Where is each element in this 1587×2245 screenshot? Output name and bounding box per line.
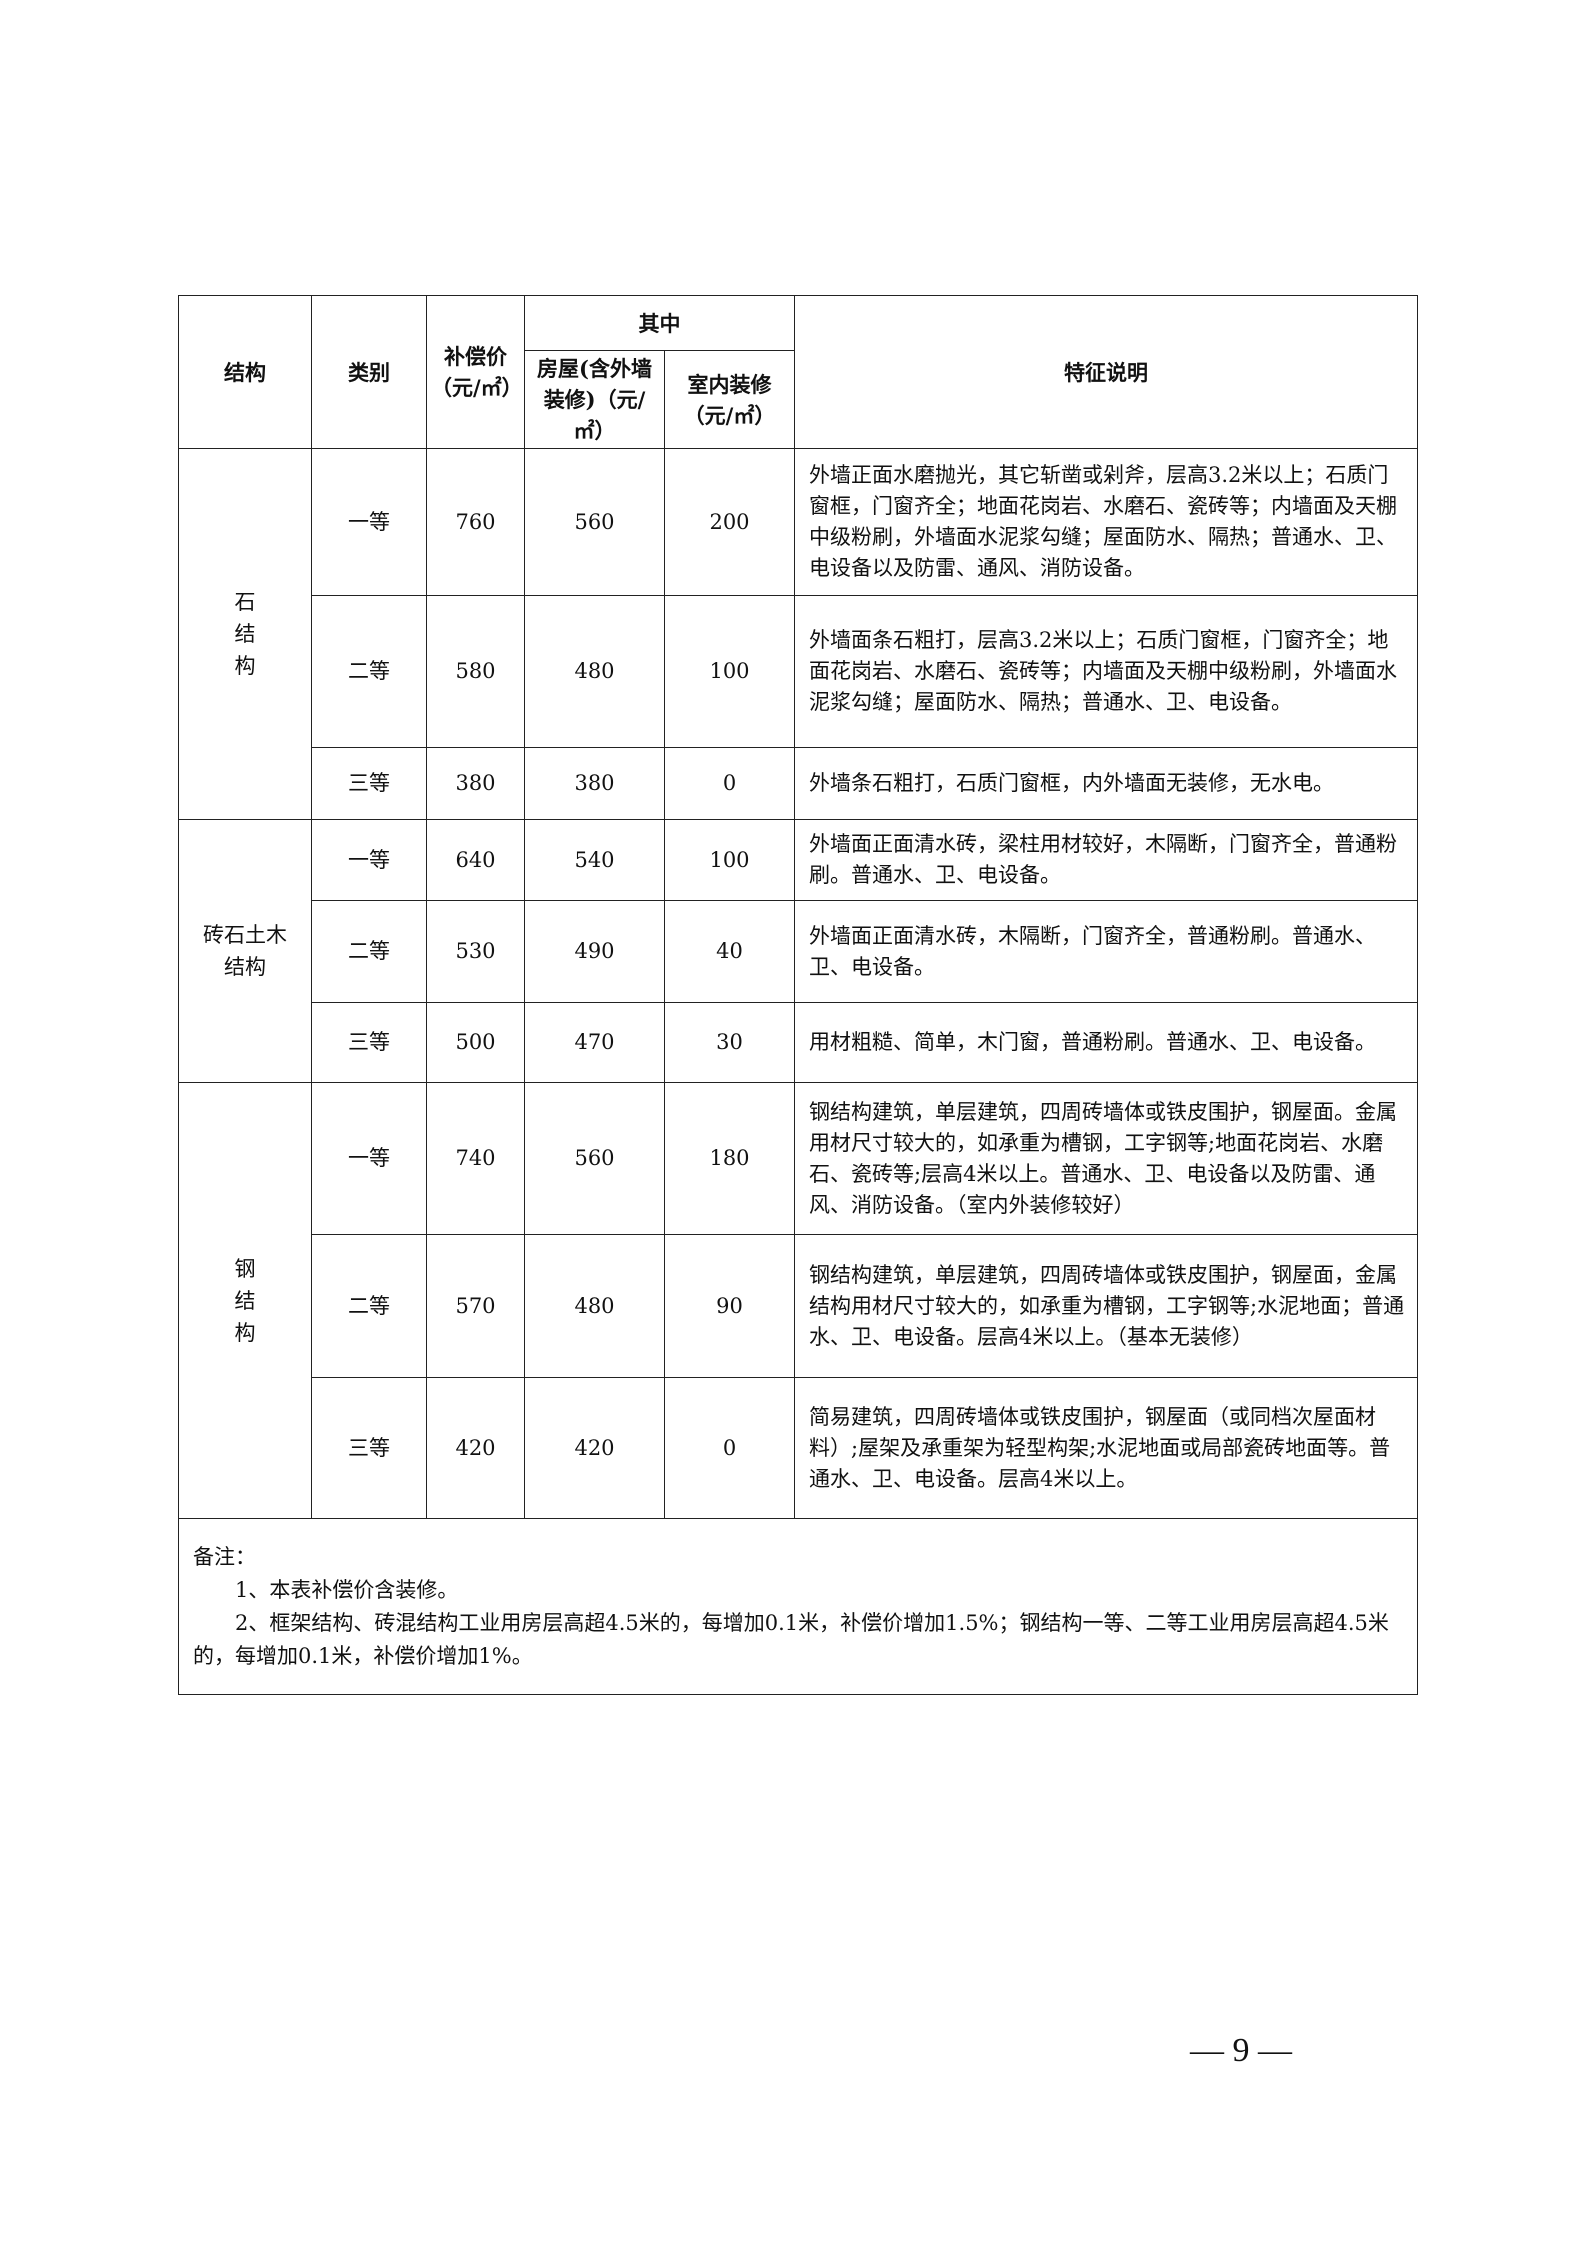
- price-cell: 640: [426, 819, 525, 901]
- interior-cell: 0: [664, 1377, 795, 1519]
- description-cell: 外墙面正面清水砖，梁柱用材较好，木隔断，门窗齐全，普通粉刷。普通水、卫、电设备。: [794, 819, 1418, 901]
- interior-cell: 180: [664, 1082, 795, 1235]
- interior-cell: 100: [664, 819, 795, 901]
- price-cell: 380: [426, 747, 525, 820]
- grade-cell: 一等: [311, 819, 427, 901]
- description-cell: 钢结构建筑，单层建筑，四周砖墙体或铁皮围护，钢屋面。金属用材尺寸较大的，如承重为…: [794, 1082, 1418, 1235]
- interior-cell: 30: [664, 1002, 795, 1083]
- price-cell: 760: [426, 448, 525, 596]
- price-cell: 500: [426, 1002, 525, 1083]
- page-number: — 9 —: [1190, 2032, 1292, 2069]
- table-row: 三等 500 470 30 用材粗糙、简单，木门窗，普通粉刷。普通水、卫、电设备。: [179, 1002, 1418, 1083]
- interior-cell: 0: [664, 747, 795, 820]
- house-cell: 490: [524, 900, 665, 1003]
- house-cell: 480: [524, 595, 665, 748]
- description-cell: 外墙面条石粗打，层高3.2米以上；石质门窗框，门窗齐全；地面花岗岩、水磨石、瓷砖…: [794, 595, 1418, 748]
- interior-cell: 90: [664, 1234, 795, 1378]
- notes-title: 备注：: [193, 1544, 256, 1569]
- header-category: 类别: [311, 295, 427, 449]
- table-row: 钢 结 构一等 740 560 180 钢结构建筑，单层建筑，四周砖墙体或铁皮围护，钢屋…: [178, 1082, 1418, 1519]
- header-compensation: 补偿价（元/㎡）: [426, 295, 525, 449]
- structure-cell: 砖石土木 结构: [178, 819, 312, 1083]
- description-cell: 简易建筑，四周砖墙体或铁皮围护，钢屋面（或同档次屋面材料）;屋架及承重架为轻型构…: [794, 1377, 1418, 1519]
- interior-cell: 100: [664, 595, 795, 748]
- header-structure: 结构: [178, 295, 312, 449]
- description-cell: 钢结构建筑，单层建筑，四周砖墙体或铁皮围护，钢屋面，金属结构用材尺寸较大的，如承…: [794, 1234, 1418, 1378]
- grade-cell: 一等: [311, 1082, 427, 1235]
- grade-cell: 三等: [311, 1002, 427, 1083]
- price-cell: 580: [426, 595, 525, 748]
- note-item: 2、框架结构、砖混结构工业用房层高超4.5米的，每增加0.1米，补偿价增加1.5…: [193, 1610, 1389, 1668]
- interior-cell: 40: [664, 900, 795, 1003]
- house-cell: 480: [524, 1234, 665, 1378]
- grade-cell: 三等: [311, 747, 427, 820]
- price-cell: 530: [426, 900, 525, 1003]
- table-row: 三等 380 380 0 外墙条石粗打，石质门窗框，内外墙面无装修，无水电。: [179, 747, 1418, 820]
- price-cell: 570: [426, 1234, 525, 1378]
- description-cell: 外墙面正面清水砖，木隔断，门窗齐全，普通粉刷。普通水、卫、电设备。: [794, 900, 1418, 1003]
- grade-cell: 二等: [311, 595, 427, 748]
- table-row: 石 结 构一等 760 560 200 外墙正面水磨抛光，其它斩凿或剁斧，层高3.2米以…: [178, 448, 1418, 820]
- header-house: 房屋(含外墙装修)（元/㎡）: [524, 350, 665, 449]
- structure-cell: 石 结 构: [178, 448, 312, 820]
- description-cell: 用材粗糙、简单，木门窗，普通粉刷。普通水、卫、电设备。: [794, 1002, 1418, 1083]
- table-row: 二等 570 480 90 钢结构建筑，单层建筑，四周砖墙体或铁皮围护，钢屋面，金属结构…: [179, 1234, 1418, 1378]
- table-row: 砖石土木 结构 一等 640 540 100 外墙面正面清水砖，梁柱用材较好，木隔断，门窗…: [178, 819, 1418, 1083]
- house-cell: 560: [524, 448, 665, 596]
- table-row: 二等 530 490 40 外墙面正面清水砖，木隔断，门窗齐全，普通粉刷。普通水、卫、电…: [179, 900, 1418, 1003]
- grade-cell: 一等: [311, 448, 427, 596]
- house-cell: 380: [524, 747, 665, 820]
- header-of-which: 其中: [524, 295, 795, 351]
- grade-cell: 三等: [311, 1377, 427, 1519]
- table-row: 二等 580 480 100 外墙面条石粗打，层高3.2米以上；石质门窗框，门窗齐全；地…: [179, 595, 1418, 748]
- table-row: 三等 420 420 0 简易建筑，四周砖墙体或铁皮围护，钢屋面（或同档次屋面材料）;屋…: [179, 1377, 1418, 1519]
- structure-cell: 钢 结 构: [178, 1082, 312, 1519]
- house-cell: 470: [524, 1002, 665, 1083]
- description-cell: 外墙条石粗打，石质门窗框，内外墙面无装修，无水电。: [794, 747, 1418, 820]
- header-interior: 室内装修（元/㎡）: [664, 350, 795, 449]
- note-item: 1、本表补偿价含装修。: [235, 1577, 459, 1602]
- interior-cell: 200: [664, 448, 795, 596]
- house-cell: 540: [524, 819, 665, 901]
- header-description: 特征说明: [794, 295, 1418, 449]
- description-cell: 外墙正面水磨抛光，其它斩凿或剁斧，层高3.2米以上；石质门窗框，门窗齐全；地面花…: [794, 448, 1418, 596]
- compensation-table: 结构 类别 补偿价（元/㎡） 其中 特征说明 房屋(含外墙装修)（元/㎡） 室内…: [178, 295, 1418, 1695]
- grade-cell: 二等: [311, 1234, 427, 1378]
- notes: 备注： 1、本表补偿价含装修。 2、框架结构、砖混结构工业用房层高超4.5米的，…: [178, 1518, 1418, 1695]
- price-cell: 420: [426, 1377, 525, 1519]
- house-cell: 560: [524, 1082, 665, 1235]
- grade-cell: 二等: [311, 900, 427, 1003]
- price-cell: 740: [426, 1082, 525, 1235]
- house-cell: 420: [524, 1377, 665, 1519]
